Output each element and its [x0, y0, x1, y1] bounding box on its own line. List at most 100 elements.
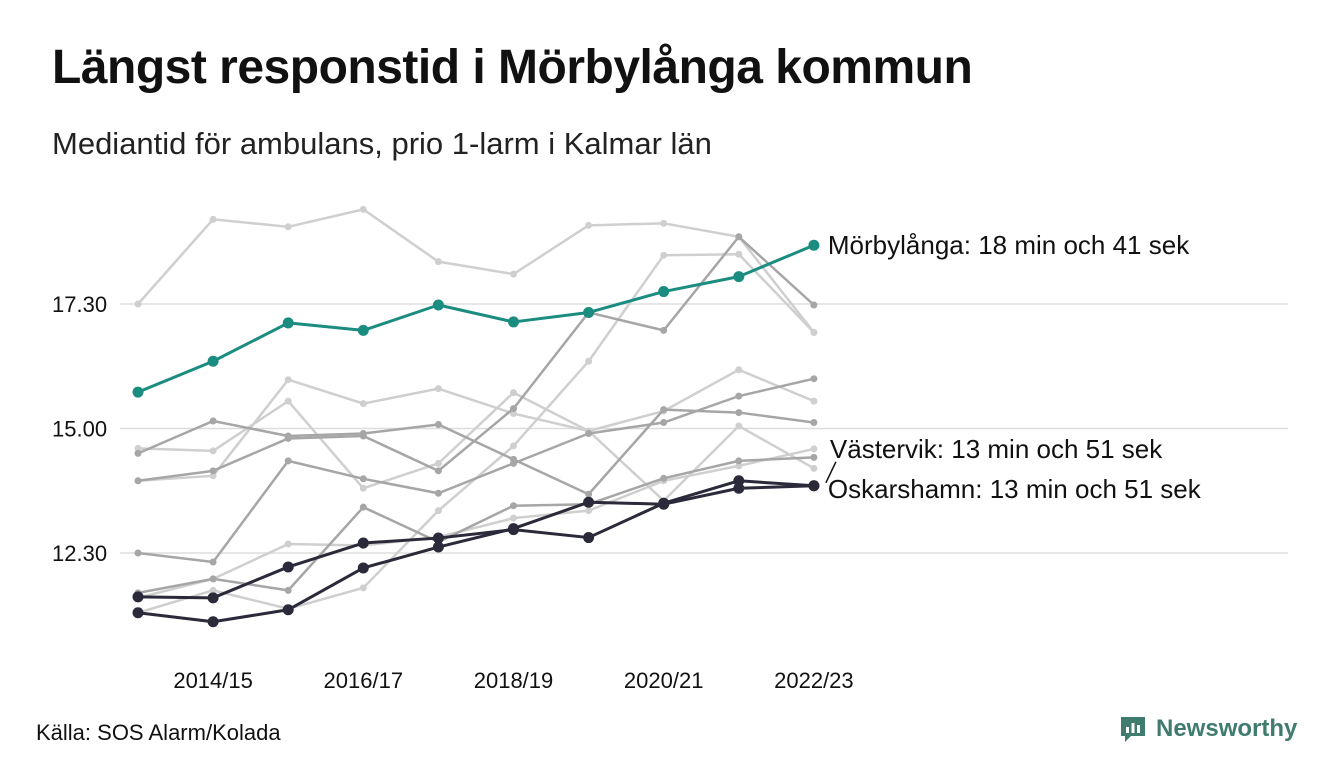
x-tick-label: 2016/17	[324, 668, 404, 693]
other-series-point	[510, 389, 517, 397]
other-series-point	[810, 301, 818, 309]
other-series-point	[585, 429, 593, 437]
series-vastervik-point	[132, 591, 144, 603]
other-series-point	[284, 223, 292, 231]
other-series-line	[137, 391, 815, 502]
series-oskarshamn-point	[583, 496, 595, 508]
other-series-point	[134, 444, 142, 452]
other-series-point	[810, 453, 818, 461]
other-series-point	[735, 250, 743, 258]
other-series-point	[209, 447, 217, 455]
newsworthy-logo-icon	[1121, 717, 1145, 742]
other-series-point	[359, 503, 367, 511]
other-series-point	[434, 258, 442, 266]
other-series-point	[134, 477, 142, 485]
series-morbylanga-point	[508, 316, 519, 328]
series-oskarshamn-line	[137, 484, 814, 624]
series-oskarshamn-point	[508, 523, 519, 535]
other-series-point	[810, 375, 818, 383]
other-series-point	[284, 397, 292, 405]
other-series-point	[510, 410, 517, 418]
series-vastervik-point	[583, 532, 595, 544]
other-series-point	[284, 457, 292, 465]
series-morbylanga-point	[658, 286, 670, 298]
other-series-point	[359, 584, 367, 592]
other-series-line	[137, 208, 815, 334]
label-oskarshamn: Oskarshamn: 13 min och 51 sek	[828, 474, 1202, 504]
other-series-point	[735, 392, 743, 400]
series-morbylanga-point	[282, 317, 294, 329]
other-series-point	[510, 455, 517, 463]
other-series-point	[510, 514, 517, 522]
other-series-point	[134, 449, 142, 457]
other-series-point	[585, 357, 593, 365]
other-series-point	[735, 409, 743, 417]
other-series-point	[209, 467, 217, 475]
other-series-point	[660, 326, 668, 334]
series-morbylanga-point	[583, 306, 595, 318]
other-series-point	[209, 586, 217, 594]
other-series-point	[810, 464, 818, 472]
x-tick-label: 2018/19	[474, 668, 554, 693]
other-series-point	[735, 457, 743, 465]
series-oskarshamn-point	[282, 604, 294, 616]
series-oskarshamn-point	[658, 498, 670, 510]
series-morbylanga-point	[432, 299, 444, 311]
chart-title: Längst responstid i Mörbylånga kommun	[52, 41, 973, 94]
other-series-point	[284, 540, 292, 548]
other-series-point	[434, 507, 442, 515]
label-vastervik: Västervik: 13 min och 51 sek	[830, 434, 1163, 464]
other-series-point	[359, 205, 367, 213]
other-series-point	[209, 417, 217, 425]
series-morbylanga-line	[137, 243, 815, 394]
series-oskarshamn-point	[207, 616, 219, 628]
other-series-point	[134, 549, 142, 557]
other-series-point	[735, 366, 743, 374]
other-series-point	[735, 462, 743, 470]
other-series-point	[585, 507, 593, 515]
series-vastervik-line	[137, 479, 814, 600]
series-morbylanga-point	[808, 239, 820, 251]
source-note: Källa: SOS Alarm/Kolada	[36, 720, 281, 745]
other-series-point	[810, 419, 818, 427]
label-morbylanga: Mörbylånga: 18 min och 41 sek	[828, 230, 1190, 260]
other-series-line	[137, 408, 815, 496]
series-morbylanga-point	[733, 271, 745, 283]
other-series-point	[660, 219, 668, 227]
series-oskarshamn-point	[432, 541, 444, 553]
other-series-point	[810, 397, 818, 405]
other-series-point	[209, 472, 217, 480]
other-series-point	[209, 558, 217, 566]
other-series-point	[510, 502, 517, 510]
other-series-point	[660, 474, 668, 482]
other-series-point	[510, 270, 517, 278]
other-series-line	[137, 377, 815, 564]
other-series-point	[209, 215, 217, 223]
series-morbylanga-point	[132, 386, 144, 398]
other-series-point	[660, 419, 668, 427]
series-morbylanga-point	[207, 355, 219, 367]
series-oskarshamn-point	[357, 562, 369, 574]
other-series-line	[137, 456, 814, 595]
x-tick-label: 2014/15	[173, 668, 253, 693]
x-tick-label: 2022/23	[774, 668, 854, 693]
x-tick-label: 2020/21	[624, 668, 704, 693]
series-oskarshamn-point	[132, 607, 144, 619]
other-series-point	[585, 490, 593, 498]
other-series-point	[359, 400, 367, 408]
other-series-point	[284, 586, 292, 594]
y-tick-label: 12.30	[52, 541, 107, 566]
other-series-point	[359, 484, 367, 492]
brand-logo: Newsworthy	[1118, 714, 1297, 744]
series-vastervik-point	[357, 537, 369, 549]
other-series-point	[585, 221, 593, 229]
other-series-line	[137, 447, 815, 600]
series-vastervik-point	[207, 592, 219, 604]
series-oskarshamn-point	[808, 480, 820, 492]
other-series-point	[510, 405, 517, 413]
brand-name: Newsworthy	[1156, 715, 1298, 742]
series-oskarshamn-point	[733, 482, 745, 494]
other-series-point	[359, 475, 367, 483]
y-tick-label: 15.00	[52, 417, 107, 442]
